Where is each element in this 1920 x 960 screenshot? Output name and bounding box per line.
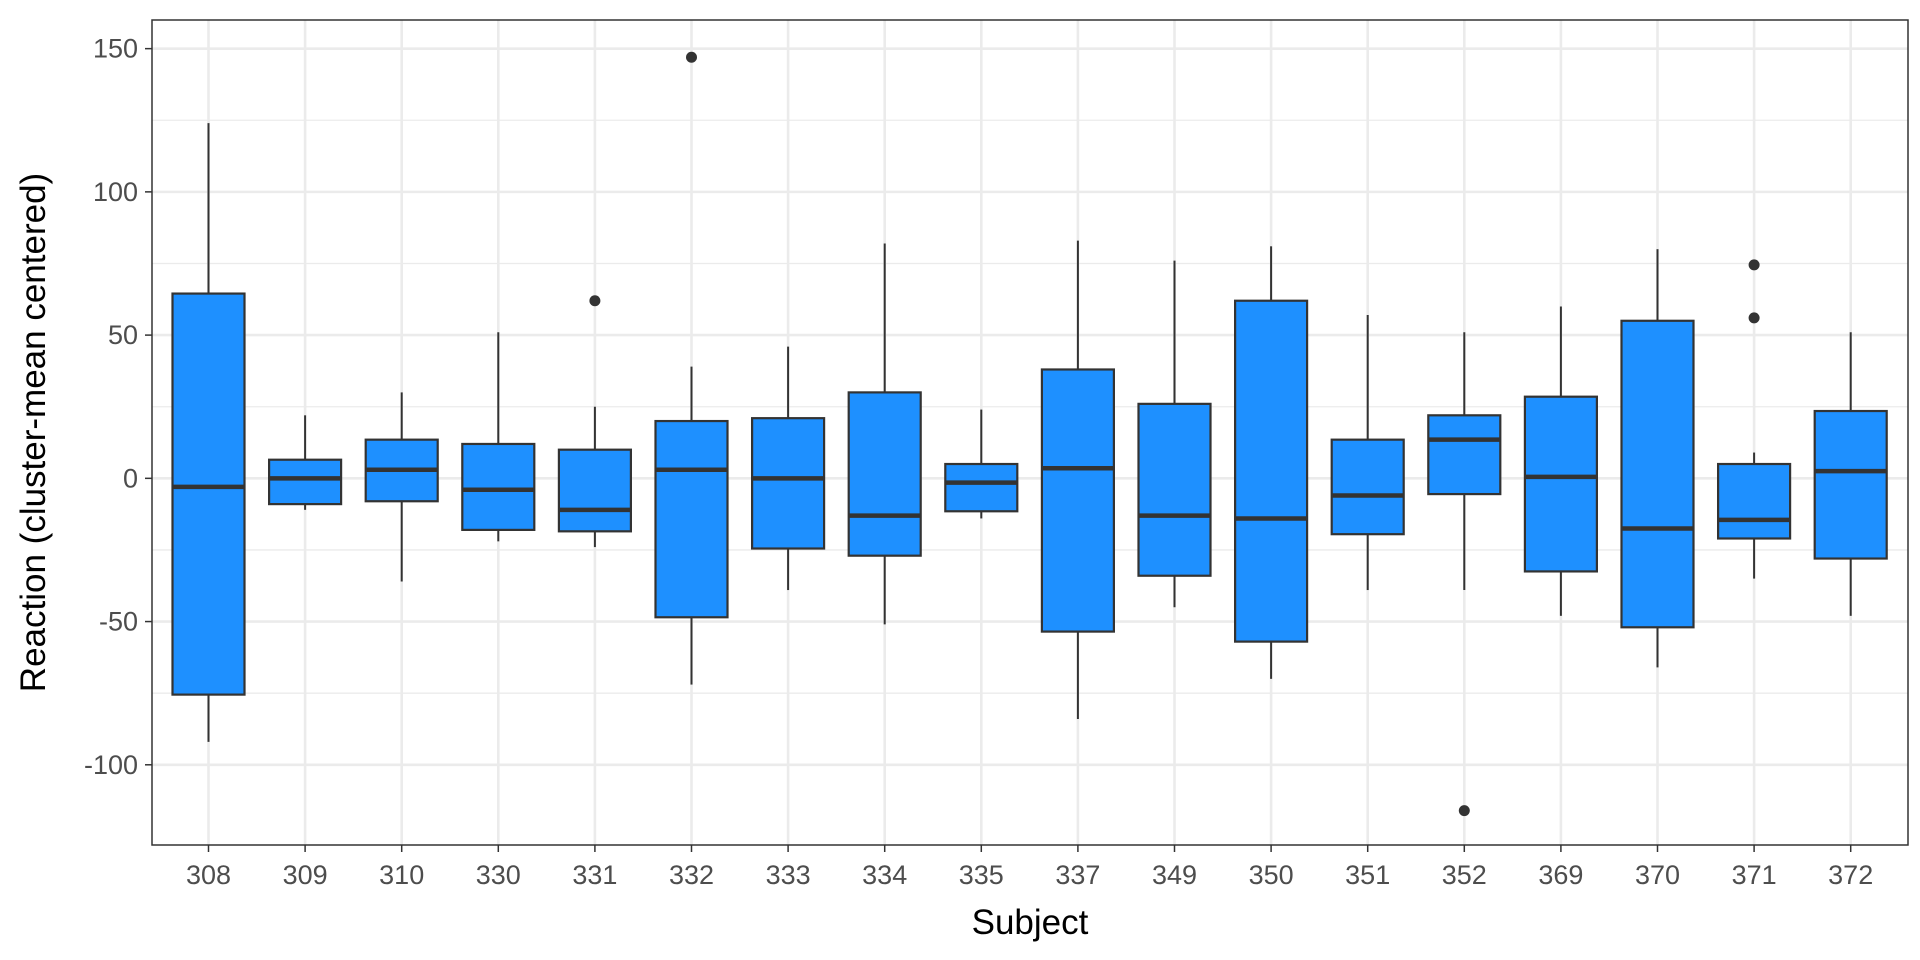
x-tick-label: 351	[1345, 860, 1390, 890]
x-tick-label: 332	[669, 860, 714, 890]
outlier-point	[686, 51, 697, 63]
x-tick-label: 371	[1732, 860, 1777, 890]
x-tick-label: 349	[1152, 860, 1197, 890]
x-tick-label: 335	[959, 860, 1004, 890]
x-tick-label: 370	[1635, 860, 1680, 890]
x-axis-title: Subject	[972, 903, 1089, 942]
y-tick-label: 100	[93, 177, 138, 207]
box-370	[1620, 249, 1695, 668]
box-351	[1330, 315, 1405, 591]
box-349	[1137, 260, 1212, 608]
box-372	[1813, 332, 1888, 616]
boxes-layer	[171, 51, 1888, 817]
iqr-box	[1040, 368, 1116, 633]
x-tick-label: 309	[283, 860, 328, 890]
y-tick-label: -100	[84, 750, 138, 780]
iqr-box	[1716, 462, 1792, 540]
panel-background	[152, 20, 1908, 845]
outlier-point	[1748, 312, 1760, 324]
y-tick-label: 150	[93, 34, 138, 64]
x-tick-label: 331	[572, 860, 617, 890]
box-369	[1523, 306, 1599, 616]
x-tick-label: 350	[1249, 860, 1294, 890]
box-308	[171, 123, 246, 742]
iqr-box	[1137, 402, 1212, 577]
outlier-point	[1748, 259, 1760, 271]
iqr-box	[557, 448, 633, 533]
outlier-point	[1458, 805, 1470, 817]
x-tick-label: 369	[1538, 860, 1583, 890]
box-330	[461, 332, 536, 542]
y-tick-label: 0	[123, 463, 138, 493]
y-axis-title: Reaction (cluster-mean centered)	[14, 173, 53, 692]
box-352	[1427, 332, 1502, 817]
box-333	[750, 346, 826, 591]
panel-border	[151, 19, 1909, 846]
box-309	[268, 415, 343, 510]
x-tick-label: 308	[186, 860, 231, 890]
axis-layer: 150 100 50 0 -50 -100 308 309 310 330 331 332 333 334…	[84, 34, 1873, 890]
iqr-box	[1813, 409, 1888, 560]
x-tick-label: 333	[766, 860, 811, 890]
x-tick-label: 372	[1828, 860, 1873, 890]
iqr-box	[1427, 414, 1502, 496]
iqr-box	[944, 462, 1019, 513]
x-tick-label: 330	[476, 860, 521, 890]
y-tick-label: 50	[108, 320, 138, 350]
x-tick-label: 310	[379, 860, 424, 890]
box-350	[1233, 246, 1309, 679]
x-tick-label: 337	[1055, 860, 1100, 890]
box-334	[847, 243, 922, 625]
iqr-box	[1620, 319, 1695, 629]
box-332	[654, 51, 729, 685]
iqr-box	[847, 391, 922, 557]
iqr-box	[1523, 395, 1599, 573]
iqr-box	[171, 292, 246, 696]
box-331	[557, 295, 633, 548]
iqr-box	[1233, 299, 1309, 643]
outlier-point	[589, 295, 601, 307]
box-371	[1716, 259, 1792, 579]
grid-layer	[152, 20, 1908, 845]
box-335	[944, 409, 1019, 519]
x-tick-label: 352	[1442, 860, 1487, 890]
iqr-box	[461, 442, 536, 531]
box-310	[364, 392, 439, 582]
iqr-box	[654, 419, 729, 619]
iqr-box	[1330, 438, 1405, 536]
box-337	[1040, 240, 1116, 719]
y-tick-label: -50	[99, 607, 138, 637]
iqr-box	[268, 458, 343, 506]
x-tick-label: 334	[862, 860, 907, 890]
iqr-box	[750, 417, 826, 550]
